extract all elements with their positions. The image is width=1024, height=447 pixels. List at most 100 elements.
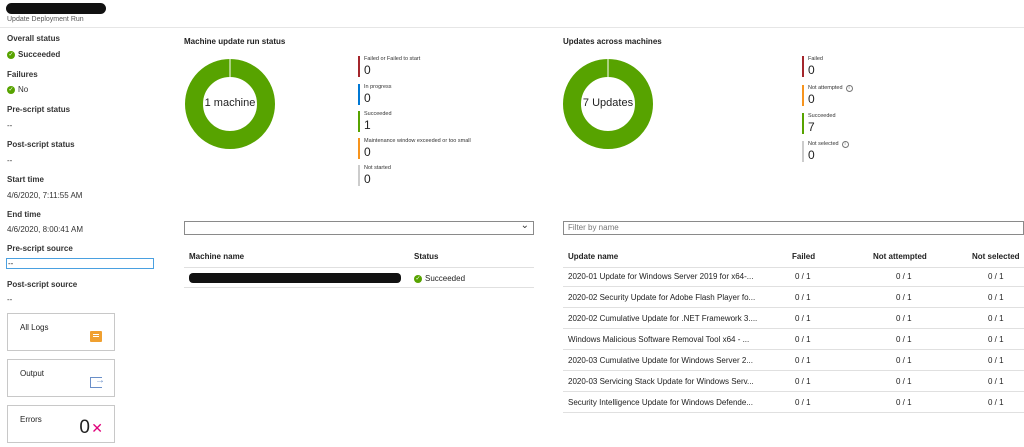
failed-cell: 0 / 1 <box>795 272 811 281</box>
page-subtitle: Update Deployment Run <box>7 16 84 23</box>
info-icon[interactable]: i <box>845 85 853 92</box>
legend-value: 0 <box>364 63 371 77</box>
table-row[interactable]: ✓ Succeeded <box>184 267 534 288</box>
failed-cell: 0 / 1 <box>795 335 811 344</box>
table-row[interactable]: Windows Malicious Software Removal Tool … <box>563 329 1024 350</box>
start-time-label: Start time <box>7 175 44 184</box>
legend-label: Maintenance window exceeded or too small <box>364 138 471 144</box>
legend-value: 0 <box>364 172 371 186</box>
table-row[interactable]: 2020-02 Cumulative Update for .NET Frame… <box>563 308 1024 329</box>
legend-label: In progress <box>364 84 392 90</box>
update-name-cell: 2020-03 Servicing Stack Update for Windo… <box>568 377 754 386</box>
pre-script-status-value: -- <box>7 121 13 130</box>
info-icon[interactable]: i <box>841 141 849 148</box>
legend-value: 0 <box>364 145 371 159</box>
legend-label-text: Not selected <box>808 141 839 147</box>
not-selected-cell: 0 / 1 <box>988 398 1004 407</box>
pre-script-status-label: Pre-script status <box>7 105 71 114</box>
legend-succeeded: Succeeded 7 <box>802 113 836 135</box>
legend-bar <box>358 111 360 132</box>
table-row[interactable]: Security Intelligence Update for Windows… <box>563 392 1024 413</box>
legend-value: 0 <box>808 148 815 162</box>
legend-bar <box>358 165 360 186</box>
legend-label: Succeeded <box>808 113 836 119</box>
machine-status-title: Machine update run status <box>184 37 286 46</box>
legend-bar <box>358 84 360 105</box>
end-time-value: 4/6/2020, 8:00:41 AM <box>7 225 84 234</box>
legend-value: 0 <box>808 92 815 106</box>
not-selected-cell: 0 / 1 <box>988 335 1004 344</box>
success-check-icon: ✓ <box>7 50 15 59</box>
pre-script-source-label: Pre-script source <box>7 244 73 253</box>
success-check-icon: ✓ <box>7 85 15 94</box>
failed-cell: 0 / 1 <box>795 377 811 386</box>
legend-label: Failed or Failed to start <box>364 56 421 62</box>
legend-bar <box>802 113 804 134</box>
error-x-icon: ✕ <box>91 420 103 436</box>
failed-cell: 0 / 1 <box>795 398 811 407</box>
pre-script-source-field[interactable]: -- <box>6 258 154 269</box>
chevron-down-icon: ⌄ <box>520 220 529 231</box>
machine-name-header[interactable]: Machine name <box>189 252 245 261</box>
overall-status-label: Overall status <box>7 34 60 43</box>
machine-status-text: Succeeded <box>425 274 466 283</box>
updates-status-donut <box>563 59 653 149</box>
failures-label: Failures <box>7 70 38 79</box>
failures-value: ✓ No <box>7 85 28 94</box>
legend-bar <box>802 56 804 77</box>
not-selected-cell: 0 / 1 <box>988 377 1004 386</box>
post-script-status-value: -- <box>7 156 13 165</box>
failed-header[interactable]: Failed <box>792 252 816 261</box>
legend-bar <box>802 85 804 106</box>
machine-dropdown[interactable]: ⌄ <box>184 220 534 235</box>
filter-by-name-input[interactable]: Filter by name <box>563 221 1024 235</box>
not-attempted-cell: 0 / 1 <box>896 293 912 302</box>
updates-donut-center-label: 7 Updates <box>582 97 634 109</box>
update-name-cell: 2020-02 Cumulative Update for .NET Frame… <box>568 314 758 323</box>
table-row[interactable]: 2020-03 Cumulative Update for Windows Se… <box>563 350 1024 371</box>
not-selected-header[interactable]: Not selected <box>972 252 1020 261</box>
end-time-label: End time <box>7 210 41 219</box>
all-logs-tile[interactable]: All Logs <box>7 313 115 351</box>
legend-value: 7 <box>808 120 815 134</box>
not-attempted-header[interactable]: Not attempted <box>873 252 927 261</box>
machine-status-cell: ✓ Succeeded <box>414 274 465 283</box>
table-row[interactable]: 2020-03 Servicing Stack Update for Windo… <box>563 371 1024 392</box>
machine-donut-center-label: 1 machine <box>204 97 256 109</box>
output-icon <box>90 375 105 388</box>
post-script-source-label: Post-script source <box>7 280 78 289</box>
not-selected-cell: 0 / 1 <box>988 356 1004 365</box>
errors-label: Errors <box>20 415 42 424</box>
failures-text: No <box>18 85 29 94</box>
table-row[interactable]: 2020-02 Security Update for Adobe Flash … <box>563 287 1024 308</box>
output-tile[interactable]: Output <box>7 359 115 397</box>
legend-not-selected: Not selected i 0 <box>802 141 849 163</box>
page-header: Update Deployment Run <box>0 0 1024 28</box>
legend-value: 1 <box>364 118 371 132</box>
legend-maintenance-window: Maintenance window exceeded or too small… <box>358 138 471 160</box>
updates-status-title: Updates across machines <box>563 37 662 46</box>
legend-label: Not started <box>364 165 391 171</box>
failed-cell: 0 / 1 <box>795 356 811 365</box>
update-name-cell: Windows Malicious Software Removal Tool … <box>568 335 750 344</box>
legend-label: Failed <box>808 56 823 62</box>
table-row[interactable]: 2020-01 Update for Windows Server 2019 f… <box>563 266 1024 287</box>
success-check-icon: ✓ <box>414 274 422 283</box>
legend-failed: Failed 0 <box>802 56 823 78</box>
legend-value: 0 <box>808 63 815 77</box>
legend-failed: Failed or Failed to start 0 <box>358 56 420 78</box>
start-time-value: 4/6/2020, 7:11:55 AM <box>7 191 83 200</box>
overall-status-value: ✓ Succeeded <box>7 50 60 59</box>
output-label: Output <box>20 369 45 378</box>
errors-count: 0 <box>79 417 90 438</box>
update-name-header[interactable]: Update name <box>568 252 619 261</box>
update-name-cell: 2020-02 Security Update for Adobe Flash … <box>568 293 756 302</box>
legend-succeeded: Succeeded 1 <box>358 111 392 133</box>
failed-cell: 0 / 1 <box>795 293 811 302</box>
table-header-divider <box>563 267 1024 268</box>
legend-label-text: Not attempted <box>808 85 843 91</box>
machine-status-header[interactable]: Status <box>414 252 439 261</box>
post-script-status-label: Post-script status <box>7 140 75 149</box>
errors-tile[interactable]: Errors 0 ✕ <box>7 405 115 443</box>
legend-bar <box>358 56 360 77</box>
